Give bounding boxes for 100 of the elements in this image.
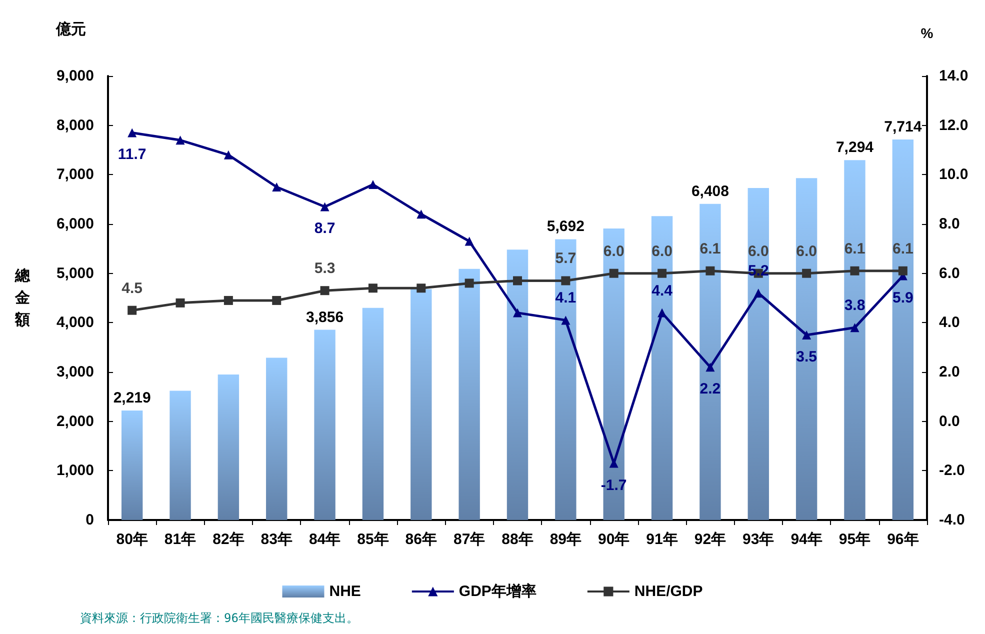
x-tick-label: 83年: [260, 531, 292, 548]
y-tick-label: 5,000: [56, 264, 94, 282]
y-tick-label: 8,000: [56, 116, 94, 134]
point: [224, 150, 233, 160]
point: [464, 278, 474, 288]
data-label: 6.0: [748, 242, 769, 260]
point: [224, 296, 233, 305]
data-label: 3.8: [844, 297, 866, 314]
y2-tick-label: 4.0: [939, 314, 960, 332]
point: [609, 458, 618, 468]
bar: [362, 308, 384, 520]
bar: [796, 178, 818, 520]
x-tick-label: 94年: [790, 531, 822, 548]
y-tick-label: 3,000: [56, 364, 94, 380]
point: [368, 284, 378, 293]
data-label: 6.1: [844, 240, 866, 258]
bar: [218, 374, 240, 520]
y-axis-title: 總金額: [14, 268, 31, 328]
bar: [121, 410, 143, 520]
data-label: 6.1: [892, 240, 914, 258]
y-tick-label: 2,000: [56, 412, 94, 430]
x-tick-label: 89年: [550, 531, 582, 548]
data-label: 5.9: [892, 289, 914, 306]
x-tick-label: 91年: [646, 531, 678, 548]
data-label: 8.7: [314, 220, 336, 238]
y2-tick-label: 2.0: [939, 364, 960, 380]
point: [368, 180, 378, 190]
data-label: 6.1: [700, 240, 721, 258]
y2-tick-label: 0.0: [939, 412, 960, 430]
x-tick-label: 86年: [405, 531, 437, 548]
x-tick-label: 95年: [838, 531, 871, 548]
bar: [651, 216, 673, 520]
legend-label: NHE: [329, 583, 361, 600]
data-label: 3,856: [306, 308, 344, 326]
point: [850, 266, 860, 276]
x-tick-label: 88年: [502, 531, 534, 548]
x-tick-label: 82年: [212, 531, 244, 548]
point: [513, 308, 522, 318]
point: [850, 323, 860, 332]
y-tick-label: 9,000: [56, 68, 94, 84]
legend-label: GDP年增率: [458, 582, 536, 600]
data-label: 6,408: [691, 182, 729, 200]
bar: [458, 268, 480, 520]
point: [176, 136, 185, 145]
point: [802, 268, 812, 278]
data-label: 4.4: [652, 282, 674, 300]
y2-tick-label: 14.0: [939, 68, 968, 84]
x-tick-label: 84年: [308, 531, 341, 548]
x-tick-label: 81年: [164, 531, 196, 548]
point: [802, 330, 812, 340]
point: [128, 128, 137, 138]
x-tick-label: 87年: [453, 531, 486, 548]
source-note: 資料來源：行政院衛生署：96年國民醫療保健支出。: [80, 611, 358, 625]
data-label: 6.0: [796, 242, 817, 260]
point: [272, 182, 282, 192]
point: [706, 266, 715, 276]
data-label: 3.5: [796, 348, 817, 366]
bar: [314, 330, 336, 520]
data-label: 5,692: [546, 218, 584, 236]
point: [754, 288, 763, 298]
point: [561, 316, 570, 325]
bar: [266, 358, 288, 520]
x-tick-label: 96年: [887, 531, 919, 548]
bar: [892, 139, 914, 520]
point: [128, 306, 137, 315]
data-label: 2,219: [113, 390, 151, 407]
x-tick-label: 93年: [742, 531, 774, 548]
data-label: 5.7: [555, 250, 576, 268]
point: [320, 202, 330, 212]
data-label: 6.0: [603, 242, 624, 260]
y2-tick-label: -4.0: [939, 512, 965, 528]
bar: [603, 228, 624, 520]
point: [176, 298, 185, 308]
point: [416, 210, 426, 219]
bar: [410, 289, 432, 520]
y2-tick-label: 12.0: [939, 116, 968, 134]
data-label: 4.1: [555, 290, 576, 307]
bar: [170, 390, 191, 520]
y-tick-label: 4,000: [56, 314, 94, 332]
point: [320, 286, 330, 296]
y2-tick-label: 10.0: [939, 166, 968, 184]
point: [272, 296, 282, 305]
x-tick-label: 85年: [357, 531, 389, 548]
point: [658, 268, 667, 278]
bar: [700, 204, 721, 520]
point: [609, 268, 618, 278]
data-label: 2.2: [700, 380, 721, 398]
y2-tick-label: 8.0: [939, 216, 960, 232]
legend-label: NHE/GDP: [634, 583, 703, 600]
y2-axis-title: %: [920, 25, 934, 41]
bar: [748, 188, 769, 520]
point: [658, 308, 667, 318]
data-label: 7,294: [836, 139, 874, 156]
point: [464, 236, 474, 246]
y-tick-label: 6,000: [56, 216, 94, 232]
data-label: 6.0: [652, 242, 672, 260]
data-label: 11.7: [118, 146, 146, 164]
y-tick-label: 7,000: [56, 166, 94, 184]
data-label: 4.5: [122, 280, 143, 297]
x-tick-label: 92年: [694, 531, 726, 548]
